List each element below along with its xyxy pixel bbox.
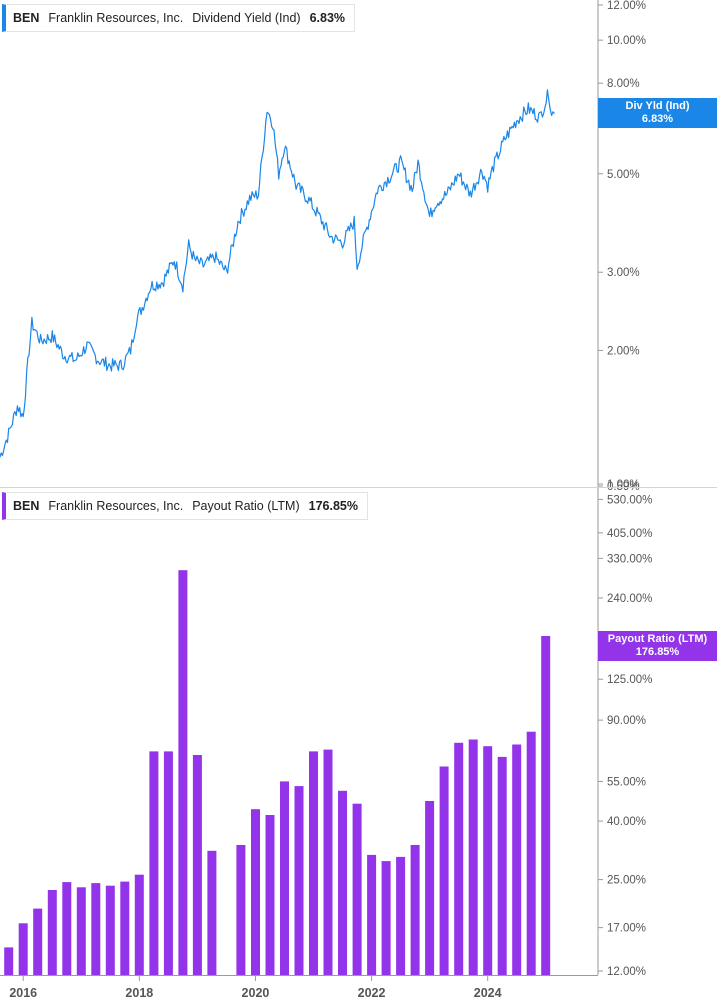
current-payout-tag: Payout Ratio (LTM) 176.85% — [598, 631, 717, 661]
payout-bar — [410, 845, 420, 975]
payout-bar — [454, 742, 464, 975]
payout-bar — [323, 749, 333, 975]
legend-company: Franklin Resources, Inc. — [48, 499, 184, 513]
y-tick-label: 10.00% — [607, 35, 646, 47]
payout-bar — [192, 755, 202, 975]
payout-bar — [120, 881, 130, 975]
payout-bar — [352, 803, 362, 975]
payout-bar — [381, 861, 391, 975]
legend-company: Franklin Resources, Inc. — [48, 11, 184, 25]
y-tick-label: 2.00% — [607, 345, 640, 357]
y-tick-label: 90.00% — [607, 715, 646, 727]
tag-label: Div Yld (Ind) — [625, 100, 690, 112]
dividend-yield-line — [0, 89, 555, 458]
payout-bar — [18, 923, 28, 975]
payout-bar — [149, 751, 159, 975]
tag-value: 176.85% — [635, 646, 680, 658]
payout-bar — [439, 766, 449, 975]
payout-bar — [483, 746, 493, 975]
x-tick-label: 2022 — [358, 986, 386, 1000]
y-tick-label: 55.00% — [607, 776, 646, 788]
payout-bar — [338, 790, 347, 975]
payout-bar — [207, 850, 217, 975]
legend-metric: Payout Ratio (LTM) — [192, 499, 300, 513]
payout-bar — [134, 874, 144, 975]
payout-bar — [4, 947, 14, 975]
legend-dividend-yield: BEN Franklin Resources, Inc. Dividend Yi… — [2, 4, 356, 32]
payout-bar — [541, 636, 551, 975]
x-tick-label: 2016 — [9, 986, 37, 1000]
x-tick-label: 2020 — [242, 986, 270, 1000]
payout-plot: 0.59%530.00%405.00%330.00%240.00%150.00%… — [0, 481, 652, 1000]
payout-bar — [367, 854, 377, 975]
y-tick-label: 40.00% — [607, 816, 646, 828]
x-tick-label: 2024 — [474, 986, 502, 1000]
y-tick-label: 12.00% — [607, 0, 646, 12]
x-tick-label: 2018 — [125, 986, 153, 1000]
legend-value: 6.83% — [309, 11, 346, 25]
tag-label: Payout Ratio (LTM) — [607, 633, 708, 645]
payout-bar — [62, 882, 72, 975]
payout-bar — [526, 731, 536, 975]
y-tick-label: 8.00% — [607, 78, 640, 90]
payout-bar — [91, 883, 101, 975]
y-tick-label: 5.00% — [607, 169, 640, 181]
payout-bar — [294, 786, 304, 975]
payout-bar — [396, 856, 406, 975]
y-tick-label: 12.00% — [607, 966, 646, 978]
legend-payout-ratio: BEN Franklin Resources, Inc. Payout Rati… — [2, 492, 368, 520]
payout-bar — [280, 781, 289, 975]
payout-bar — [105, 885, 115, 975]
y-tick-label: 25.00% — [607, 875, 646, 887]
payout-bar — [425, 801, 435, 975]
payout-bar — [33, 908, 43, 975]
payout-bar — [236, 845, 246, 975]
tag-value: 6.83% — [641, 113, 674, 125]
current-yield-tag: Div Yld (Ind) 6.83% — [598, 98, 717, 128]
payout-bar — [76, 887, 86, 975]
y-tick-label: 125.00% — [607, 674, 652, 686]
payout-bar — [163, 751, 173, 975]
legend-ticker: BEN — [13, 499, 40, 513]
y-tick-label: 3.00% — [607, 267, 640, 279]
y-tick-label: 17.00% — [607, 923, 646, 935]
yield-plot: 12.00%10.00%8.00%5.00%3.00%2.00%1.00% — [0, 0, 646, 491]
payout-bar — [265, 815, 275, 975]
y-tick-label: 405.00% — [607, 528, 652, 540]
payout-bar — [468, 739, 478, 975]
payout-bar — [47, 890, 57, 975]
legend-metric: Dividend Yield (Ind) — [192, 11, 301, 25]
y-tick-label: 240.00% — [607, 593, 652, 605]
y-tick-label: 530.00% — [607, 494, 652, 506]
payout-bar — [512, 744, 522, 975]
payout-bar — [309, 751, 318, 975]
legend-ticker: BEN — [13, 11, 40, 25]
payout-bar — [178, 570, 188, 975]
y-tick-label: 330.00% — [607, 553, 652, 565]
payout-bar — [251, 809, 260, 975]
legend-value: 176.85% — [308, 499, 358, 513]
payout-bar — [497, 756, 507, 975]
